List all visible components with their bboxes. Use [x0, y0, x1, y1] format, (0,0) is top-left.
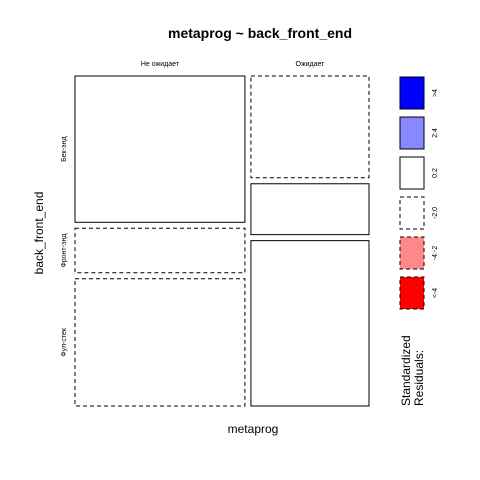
legend-swatch	[399, 276, 425, 310]
legend-label: 0:2	[432, 168, 439, 178]
mosaic-tiles	[74, 75, 370, 407]
mosaic-tile	[250, 240, 370, 407]
chart-title: metaprog ~ back_front_end	[168, 25, 352, 41]
legend: >4 2:4 0:2 -2:0 -4:-2 <-4 Standardized Residu…	[399, 76, 439, 406]
mosaic-tile	[74, 278, 246, 407]
legend-swatch	[399, 156, 425, 190]
legend-label: <-4	[432, 288, 439, 298]
x-axis-title: metaprog	[228, 422, 279, 436]
legend-label: 2:4	[432, 128, 439, 138]
row-labels: Бек-энд Фронт-энд Фул-стек	[61, 136, 68, 356]
legend-title-line2: Residuals:	[412, 350, 426, 406]
mosaic-tile	[250, 183, 370, 236]
legend-label: >4	[432, 89, 439, 97]
legend-swatch	[399, 196, 425, 230]
column-label: Не ожидает	[141, 61, 180, 68]
legend-label: -2:0	[432, 207, 439, 219]
legend-swatch	[399, 116, 425, 150]
legend-items: >4 2:4 0:2 -2:0 -4:-2 <-4	[399, 76, 439, 310]
legend-label: -4:-2	[432, 246, 439, 261]
mosaic-tile	[250, 75, 370, 179]
row-label: Бек-энд	[61, 136, 68, 161]
legend-title-line1: Standardized	[399, 335, 413, 406]
row-label: Фул-стек	[61, 327, 68, 357]
column-label: Ожидает	[296, 61, 326, 68]
mosaic-tile	[74, 75, 246, 223]
column-labels: Не ожидает Ожидает	[141, 61, 325, 68]
y-axis-title: back_front_end	[32, 192, 46, 275]
legend-swatch	[399, 76, 425, 110]
mosaic-tile	[74, 227, 246, 274]
row-label: Фронт-энд	[61, 234, 68, 268]
legend-swatch	[399, 236, 425, 270]
